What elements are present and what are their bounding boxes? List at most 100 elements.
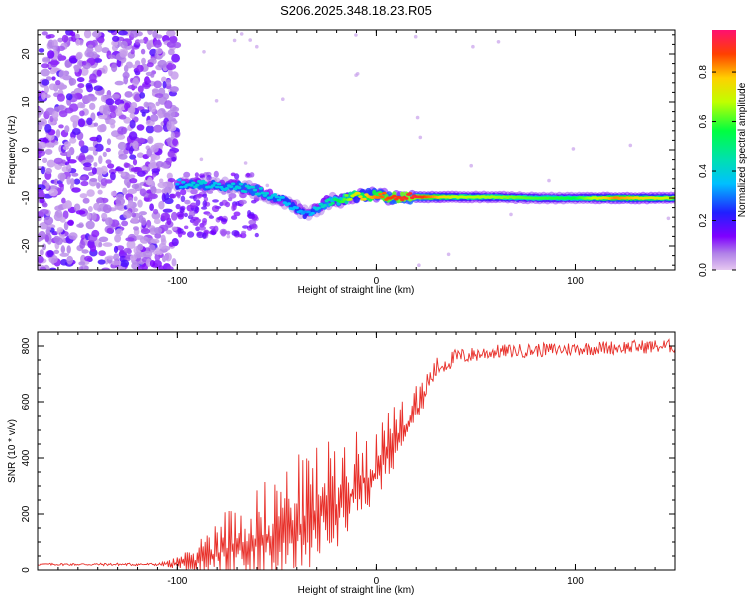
noise-speckle [147,30,153,36]
ridge-core [294,206,299,210]
ridge-core [400,198,405,202]
noise-speckle [56,227,64,233]
y-tick-label: -20 [21,238,32,253]
noise-speckle [47,50,55,59]
noise-speckle [117,141,127,151]
noise-speckle [417,263,421,268]
noise-speckle [102,151,107,158]
noise-speckle [105,98,115,106]
noise-speckle [130,30,139,38]
noise-speckle [41,92,46,100]
noise-speckle [82,60,87,66]
ridge-core [316,206,321,210]
noise-speckle [199,157,204,162]
noise-speckle [93,58,103,63]
noise-speckle [62,210,69,219]
noise-speckle [71,172,79,177]
ridge-core [213,181,218,185]
noise-speckle [171,53,181,63]
noise-speckle [167,62,173,71]
noise-speckle [247,213,256,220]
noise-speckle [160,234,166,243]
noise-speckle [194,172,199,178]
noise-speckle [666,216,671,221]
noise-speckle [213,170,219,178]
x-tick-label: 0 [374,276,380,287]
snr-axes: -100 0 100 0 200 400 600 800 [21,331,676,587]
ridge-core [256,192,262,196]
noise-speckle [97,259,106,265]
noise-speckle [71,187,81,193]
noise-speckle [105,159,112,164]
noise-speckle [60,259,68,266]
noise-speckle [153,208,159,215]
noise-speckle [172,106,180,112]
noise-speckle [38,48,45,53]
noise-speckle [45,167,52,175]
noise-speckle [108,54,116,59]
noise-speckle [154,233,162,239]
noise-speckle [184,225,189,230]
ridge-core [197,180,202,183]
noise-speckle [80,145,89,154]
noise-speckle [167,178,176,183]
noise-speckle [149,158,156,168]
noise-speckle [139,92,146,99]
noise-speckle [152,259,162,268]
noise-speckle [166,109,176,118]
noise-speckle [241,230,247,234]
noise-speckle [161,188,168,195]
noise-speckle [84,49,93,58]
noise-speckle [175,203,181,210]
noise-speckle [39,249,44,256]
noise-speckle [83,165,93,171]
noise-speckle [40,68,50,77]
noise-speckle [172,138,179,147]
noise-speckle [67,159,77,164]
noise-speckle [38,141,47,149]
noise-speckle [180,188,187,196]
noise-speckle [355,72,360,76]
noise-speckle [418,135,423,140]
noise-speckle [127,188,137,194]
noise-speckle [171,211,178,221]
noise-speckle [85,220,95,230]
y-tick-label: 0 [21,567,32,573]
noise-speckle [53,157,64,165]
noise-speckle [79,110,85,117]
ridge-core [306,210,311,214]
noise-speckle [60,245,65,254]
noise-speckle [151,168,160,174]
noise-speckle [115,197,126,206]
noise-speckle [75,38,81,46]
noise-speckle [86,117,93,126]
noise-speckle [101,267,110,270]
noise-speckle [55,80,61,86]
noise-speckle [148,103,157,113]
noise-speckle [137,137,146,144]
noise-speckle [164,100,173,109]
noise-speckle [83,30,92,39]
noise-speckle [158,110,163,119]
noise-speckle [129,119,136,129]
noise-speckle [57,104,65,111]
noise-speckle [151,88,159,93]
y-tick-label: -10 [21,190,32,205]
noise-speckle [82,197,90,204]
noise-speckle [85,154,94,164]
colorbar-tick-label: 0.8 [698,65,709,79]
noise-speckle [202,200,208,208]
noise-speckle [100,178,108,186]
noise-speckle [180,195,186,202]
noise-speckle [220,218,228,222]
noise-speckle [62,202,68,210]
noise-speckle [111,44,119,52]
noise-speckle [155,48,163,55]
noise-speckle [251,223,258,230]
noise-speckle [107,163,115,169]
ridge-core [262,194,268,197]
noise-speckle [89,244,97,252]
noise-speckle [162,93,170,100]
noise-speckle [233,211,241,217]
